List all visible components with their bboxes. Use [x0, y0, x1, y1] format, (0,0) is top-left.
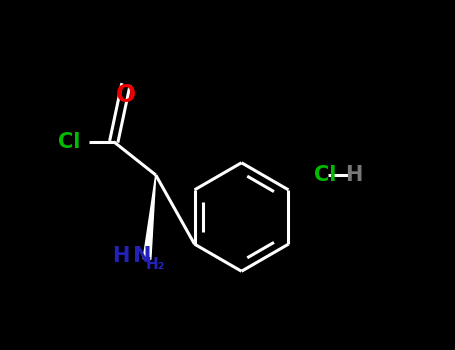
Text: N: N — [133, 245, 152, 266]
Text: H: H — [112, 245, 130, 266]
Polygon shape — [143, 175, 156, 259]
Text: H₂: H₂ — [146, 257, 165, 272]
Text: Cl: Cl — [58, 132, 81, 152]
Text: O: O — [116, 83, 136, 106]
Text: H: H — [345, 165, 362, 185]
Text: Cl: Cl — [314, 165, 337, 185]
